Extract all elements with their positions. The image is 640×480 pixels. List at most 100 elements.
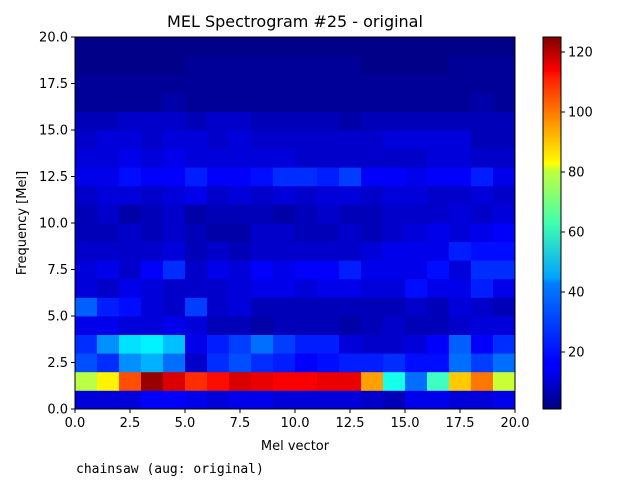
heatmap-cell (405, 297, 428, 317)
heatmap-cell (449, 241, 472, 261)
heatmap-cell (449, 260, 472, 280)
heatmap-cell (317, 223, 340, 242)
heatmap-cell (251, 37, 274, 56)
y-tick-label: 15.0 (39, 124, 68, 139)
caption: chainsaw (aug: original) (76, 462, 264, 477)
heatmap-cell (207, 390, 230, 410)
heatmap-cell (493, 334, 516, 354)
heatmap-cell (141, 390, 164, 410)
heatmap-cell (493, 92, 516, 112)
heatmap-cell (295, 260, 318, 280)
heatmap-cell (141, 111, 164, 131)
x-tick-label: 0.0 (65, 416, 86, 431)
y-tick-label: 0.0 (47, 403, 68, 418)
heatmap-cell (163, 148, 186, 168)
heatmap-cell (119, 130, 142, 149)
heatmap-cell (493, 111, 516, 131)
heatmap-cell (427, 148, 450, 168)
heatmap-cell (163, 92, 186, 112)
heatmap-cell (449, 278, 472, 298)
heatmap-cell (383, 278, 406, 298)
heatmap-cell (339, 353, 362, 373)
heatmap-cell (75, 55, 98, 75)
heatmap-cell (229, 390, 252, 410)
heatmap-cell (339, 111, 362, 131)
heatmap-cell (97, 353, 120, 373)
heatmap-cell (229, 334, 252, 354)
heatmap-cell (471, 204, 494, 224)
heatmap-cell (383, 241, 406, 261)
heatmap-cell (207, 92, 230, 112)
heatmap-cell (339, 74, 362, 94)
heatmap-cell (361, 316, 384, 335)
heatmap-cell (75, 334, 98, 354)
y-tick-label: 17.5 (39, 77, 68, 92)
heatmap-cell (273, 204, 296, 224)
heatmap-cell (185, 92, 208, 112)
heatmap-cell (97, 92, 120, 112)
y-tick-label: 7.5 (47, 263, 68, 278)
heatmap-cell (207, 130, 230, 149)
heatmap-cell (493, 185, 516, 205)
heatmap-cell (97, 185, 120, 205)
heatmap-cell (493, 353, 516, 373)
heatmap-cell (273, 148, 296, 168)
heatmap-cell (185, 130, 208, 149)
heatmap-cell (427, 74, 450, 94)
heatmap-cell (471, 92, 494, 112)
heatmap-cell (141, 316, 164, 335)
heatmap-cell (251, 260, 274, 280)
heatmap-cell (427, 334, 450, 354)
heatmap-cell (273, 241, 296, 261)
heatmap-cell (383, 185, 406, 205)
heatmap-cell (405, 316, 428, 335)
heatmap-cell (493, 390, 516, 410)
heatmap-cell (405, 278, 428, 298)
heatmap-cell (295, 185, 318, 205)
heatmap-cell (427, 297, 450, 317)
heatmap-cell (317, 185, 340, 205)
heatmap-cell (273, 334, 296, 354)
heatmap-cell (119, 148, 142, 168)
heatmap-cell (493, 241, 516, 261)
heatmap-cell (405, 167, 428, 187)
heatmap-cell (229, 111, 252, 131)
heatmap-cell (383, 316, 406, 335)
heatmap-cell (383, 148, 406, 168)
heatmap-cell (383, 111, 406, 131)
heatmap-cell (273, 371, 296, 391)
heatmap-cell (119, 55, 142, 75)
heatmap-cell (229, 92, 252, 112)
colorbar (542, 36, 562, 410)
heatmap-cell (185, 297, 208, 317)
heatmap-cell (493, 37, 516, 56)
heatmap-cell (251, 185, 274, 205)
heatmap-cell (185, 353, 208, 373)
heatmap-cell (251, 316, 274, 335)
heatmap-cell (361, 297, 384, 317)
heatmap-cell (471, 130, 494, 149)
heatmap-cell (229, 278, 252, 298)
heatmap-cell (361, 37, 384, 56)
x-tick-label: 12.5 (336, 416, 365, 431)
heatmap-cell (449, 204, 472, 224)
heatmap-cell (185, 111, 208, 131)
heatmap-cell (97, 55, 120, 75)
heatmap-cell (361, 353, 384, 373)
heatmap-cell (185, 390, 208, 410)
heatmap-cell (405, 55, 428, 75)
heatmap-cell (493, 316, 516, 335)
heatmap-cell (119, 185, 142, 205)
heatmap-cell (471, 297, 494, 317)
heatmap-cell (207, 316, 230, 335)
heatmap-cell (207, 223, 230, 242)
heatmap-cell (229, 148, 252, 168)
heatmap-cell (383, 371, 406, 391)
heatmap-cell (405, 371, 428, 391)
heatmap-cell (163, 297, 186, 317)
heatmap-cell (75, 390, 98, 410)
heatmap-cell (163, 371, 186, 391)
heatmap-cells (75, 37, 516, 410)
heatmap-cell (317, 148, 340, 168)
heatmap-cell (207, 148, 230, 168)
